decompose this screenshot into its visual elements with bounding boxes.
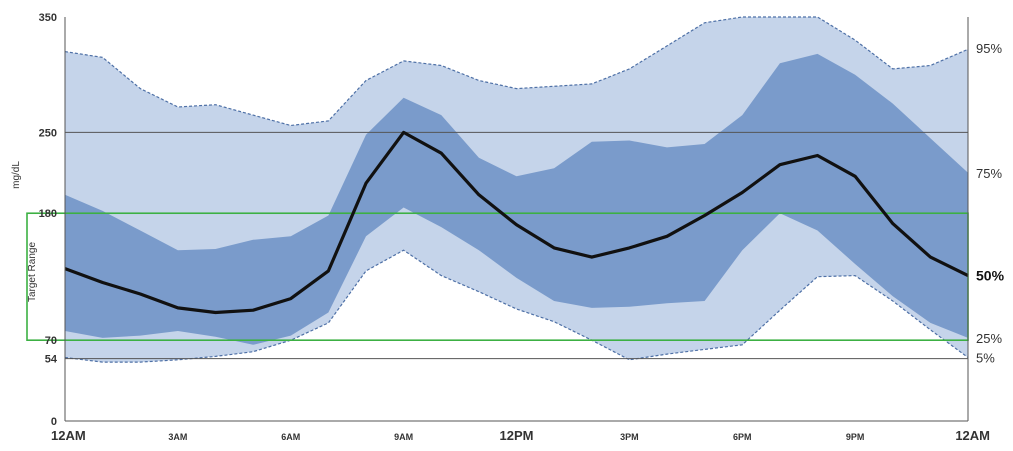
x-tick-label: 6PM: [733, 432, 752, 442]
x-tick-label: 9AM: [394, 432, 413, 442]
y-tick-label: 70: [45, 335, 57, 347]
series-50-line: [64, 130, 969, 315]
target-range-label: Target Range: [27, 242, 38, 302]
series-95-edge: [64, 16, 969, 127]
axes: [64, 17, 969, 422]
x-tick-label: 12AM: [955, 428, 990, 443]
y-tick-label: 54: [45, 354, 58, 366]
series-label: 75%: [976, 166, 1002, 181]
series-5-edge: [64, 249, 969, 363]
y-axis-title: mg/dL: [11, 161, 22, 189]
x-tick-label: 12AM: [51, 428, 86, 443]
x-tick-label: 12PM: [500, 428, 534, 443]
series-label: 5%: [976, 351, 995, 366]
y-tick-label: 350: [39, 12, 57, 24]
x-tick-label: 6AM: [281, 432, 300, 442]
x-tick-label: 3AM: [168, 432, 187, 442]
series-label: 25%: [976, 331, 1002, 346]
x-tick-label: 3PM: [620, 432, 639, 442]
tick-labels: 0 54 70 180 250 350 12AM 3AM 6AM 9AM 12PM 3PM 6PM 9PM…: [39, 12, 1005, 443]
median-series: [64, 130, 969, 315]
x-tick-label: 9PM: [846, 432, 865, 442]
series-label: 50%: [976, 268, 1005, 284]
y-tick-label: 0: [51, 416, 57, 428]
y-tick-label: 250: [39, 127, 57, 139]
y-tick-label: 180: [39, 208, 57, 220]
band-25-75: [65, 53, 968, 345]
percentile-bands: [64, 16, 969, 363]
series-label: 95%: [976, 41, 1002, 56]
